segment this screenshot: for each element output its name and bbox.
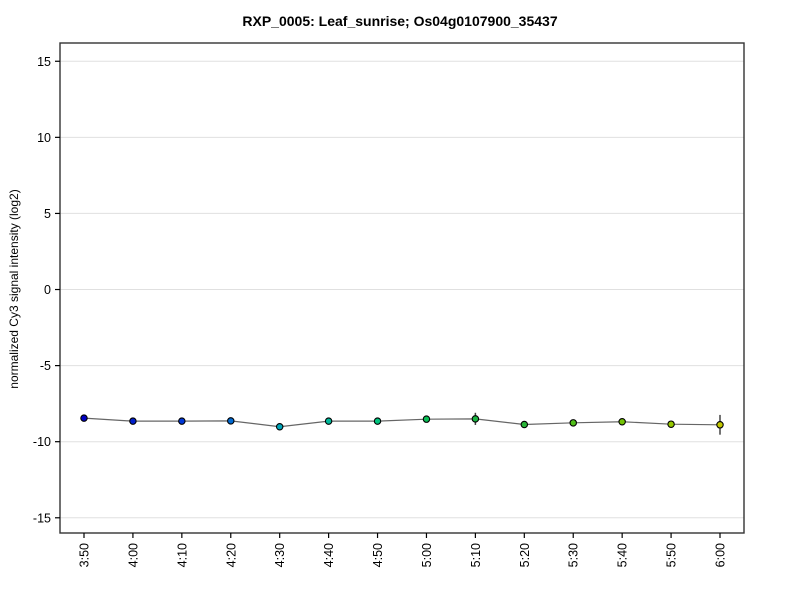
x-tick-label: 4:00 [126,543,140,567]
y-tick-label: 15 [37,55,51,69]
data-point [422,415,431,423]
data-point [667,420,675,428]
data-point [178,417,186,425]
x-tick-label: 4:40 [322,543,336,567]
data-point [324,417,333,425]
x-tick-label: 5:50 [665,543,679,567]
plot-frame [59,42,745,534]
x-tick-label: 3:50 [78,543,92,567]
x-tick-label: 5:00 [420,543,434,567]
data-point [520,420,529,429]
data-point [716,421,724,429]
x-tick-label: 4:50 [371,543,385,567]
data-point [471,415,480,423]
data-point [618,418,626,426]
data-point [373,417,382,425]
data-point [129,417,137,425]
x-tick-label: 4:30 [273,543,287,567]
y-tick-label: 10 [37,131,51,145]
x-tick-label: 5:30 [567,543,581,567]
y-tick-label: -10 [33,435,51,449]
x-tick-label: 5:40 [616,543,630,567]
x-tick-label: 5:10 [469,543,483,567]
data-point [227,417,235,425]
data-point [80,414,88,422]
data-line [83,417,721,428]
y-tick-label: -15 [33,511,51,525]
data-point [275,423,284,431]
x-tick-label: 5:20 [518,543,532,567]
y-tick-label: 0 [44,283,51,297]
y-axis-label: normalized Cy3 signal intensity (log2) [7,189,21,389]
chart-title: RXP_0005: Leaf_sunrise; Os04g0107900_354… [242,13,558,29]
y-tick-label: 5 [44,207,51,221]
y-tick-label: -5 [40,359,51,373]
x-tick-label: 4:20 [224,543,238,567]
x-tick-label: 4:10 [175,543,189,567]
x-tick-label: 6:00 [714,543,728,567]
data-point [569,419,577,427]
